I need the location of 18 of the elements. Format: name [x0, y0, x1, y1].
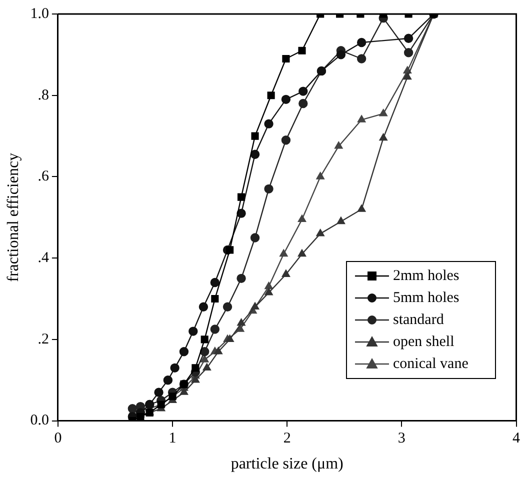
- legend-label: standard: [393, 312, 444, 328]
- legend-label: 2mm holes: [393, 268, 460, 284]
- x-tick-label: 4: [512, 430, 520, 447]
- y-tick-label: .2: [38, 331, 49, 348]
- x-tick-label: 3: [398, 430, 406, 447]
- x-tick-label: 0: [54, 430, 62, 447]
- y-tick-label: 0.0: [30, 412, 49, 429]
- legend-label: conical vane: [393, 356, 468, 372]
- y-axis-title: fractional efficiency: [4, 152, 22, 282]
- x-axis-title: particle size (μm): [230, 456, 344, 473]
- x-tick-label: 2: [283, 430, 291, 447]
- y-tick-label: .4: [38, 250, 50, 266]
- legend-label: open shell: [393, 334, 454, 350]
- y-tick-label: .6: [38, 168, 50, 185]
- legend-label: 5mm holes: [393, 290, 460, 306]
- x-tick-label: 1: [168, 430, 176, 447]
- y-tick-label: 1.0: [30, 6, 49, 22]
- y-tick-label: .8: [38, 87, 49, 104]
